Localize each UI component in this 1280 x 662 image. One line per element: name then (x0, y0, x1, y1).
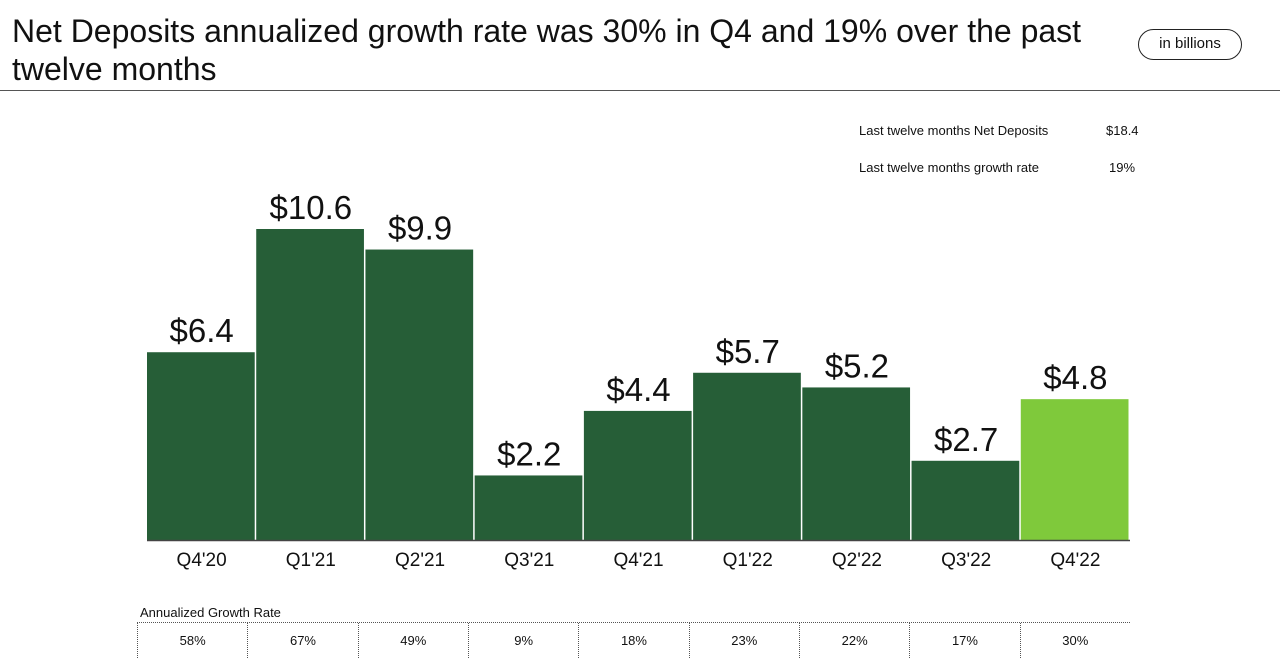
growth-rate-cell: 67% (247, 623, 357, 658)
ltm-deposits-label: Last twelve months Net Deposits (859, 123, 1049, 138)
x-tick-label: Q4'20 (177, 550, 227, 571)
x-tick-label: Q1'21 (286, 550, 336, 571)
bar-Q1'22 (693, 372, 801, 540)
ltm-growth-value: 19% (1109, 160, 1136, 175)
bar-Q3'22 (911, 460, 1020, 540)
bar-Q2'21 (365, 249, 474, 541)
bar-value-label: $5.2 (825, 347, 889, 384)
x-tick-label: Q2'21 (395, 550, 445, 571)
title-divider (0, 90, 1280, 91)
bar-value-label: $6.4 (169, 312, 233, 349)
unit-badge: in billions (1138, 29, 1242, 60)
bar-value-label: $4.4 (606, 371, 670, 408)
bar-value-label: $10.6 (270, 189, 353, 226)
x-tick-label: Q2'22 (832, 550, 882, 571)
growth-rate-cell: 23% (688, 623, 799, 658)
bar-value-label: $9.9 (388, 210, 452, 247)
growth-rate-cell: 30% (1019, 623, 1130, 658)
net-deposits-bar-chart: $6.4 Q4'20 $10.6 Q1'21 $9.9 Q2'21 $2.2 Q3'21 $4.… (147, 189, 1130, 571)
growth-caption: Annualized Growth Rate (140, 605, 281, 620)
growth-rate-cell: 17% (909, 623, 1019, 658)
growth-rate-cell: 9% (467, 623, 578, 658)
x-tick-label: Q4'21 (613, 550, 663, 571)
growth-rate-cell: 49% (357, 623, 468, 658)
ltm-deposits-value: $18.4 (1106, 123, 1139, 138)
x-tick-label: Q3'22 (941, 550, 991, 571)
bar-value-label: $2.2 (497, 435, 561, 472)
bar-Q2'22 (802, 387, 911, 540)
bar-Q4'21 (583, 410, 692, 540)
bar-Q3'21 (474, 475, 583, 540)
growth-rate-row: 58% 67% 49% 9% 18% 23% 22% 17% 30% (137, 622, 1130, 658)
x-tick-label: Q3'21 (504, 550, 554, 571)
x-tick-label: Q4'22 (1050, 550, 1100, 571)
growth-rate-cell: 22% (798, 623, 909, 658)
bar-Q4'22 (1020, 399, 1129, 540)
growth-rate-cell: 18% (578, 623, 688, 658)
page-title: Net Deposits annualized growth rate was … (12, 13, 1082, 87)
bar-value-label: $2.7 (934, 421, 998, 458)
x-tick-label: Q1'22 (723, 550, 773, 571)
bar-Q4'20 (147, 352, 255, 540)
bar-Q1'21 (256, 229, 364, 540)
ltm-growth-label: Last twelve months growth rate (859, 160, 1039, 175)
bar-value-label: $5.7 (716, 333, 780, 370)
growth-rate-cell: 58% (137, 623, 247, 658)
bar-value-label: $4.8 (1043, 359, 1107, 396)
